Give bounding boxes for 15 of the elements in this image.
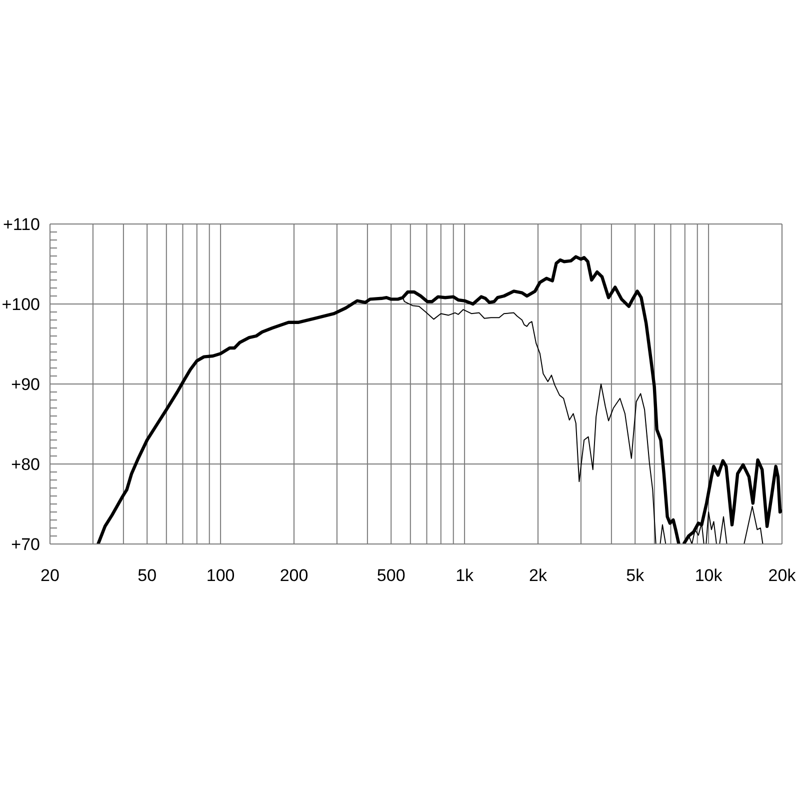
y-tick-label: +80	[11, 454, 40, 474]
y-tick-label: +70	[11, 534, 40, 554]
x-tick-label: 50	[138, 566, 157, 584]
x-tick-label: 200	[280, 566, 308, 584]
x-tick-label: 20	[40, 566, 60, 584]
y-tick-label: +100	[2, 294, 40, 314]
x-tick-label: 10k	[694, 566, 723, 584]
x-tick-label: 1k	[456, 566, 474, 584]
y-tick-label: +90	[11, 374, 40, 394]
x-tick-label: 500	[376, 566, 406, 584]
x-tick-label: 5k	[626, 566, 645, 584]
x-tick-label: 100	[206, 566, 235, 584]
x-tick-label: 2k	[529, 566, 548, 584]
x-tick-label: 20k	[768, 566, 796, 584]
y-tick-label: +110	[2, 214, 40, 234]
